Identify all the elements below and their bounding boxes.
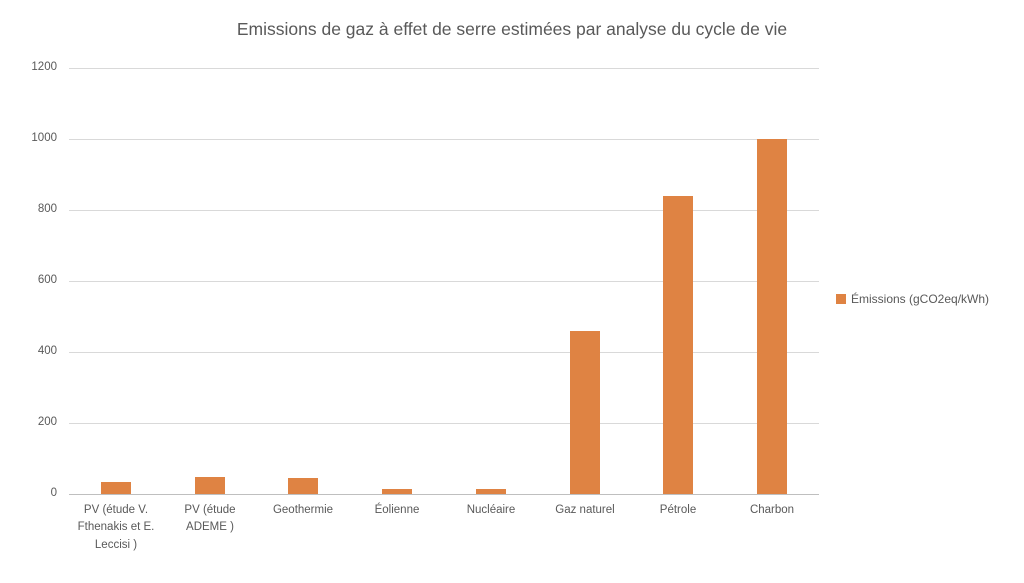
- bar: [663, 195, 693, 494]
- legend: Émissions (gCO2eq/kWh): [836, 292, 989, 306]
- x-axis-category-label: Charbon: [749, 504, 795, 516]
- y-axis-tick-label: 800: [37, 203, 57, 215]
- y-axis-tick-label: 0: [50, 487, 57, 499]
- y-axis-tick-label: 1000: [31, 132, 57, 144]
- bar: [101, 482, 131, 494]
- gridline: [69, 281, 819, 282]
- gridline: [69, 352, 819, 353]
- y-axis-tick-label: 1200: [31, 61, 57, 73]
- x-axis-category-label: Geothermie: [272, 504, 334, 516]
- y-axis-tick-label: 400: [37, 345, 57, 357]
- bar: [382, 488, 412, 494]
- bar: [476, 488, 506, 494]
- x-axis-category-label: Éolienne: [374, 504, 420, 516]
- gridline: [69, 423, 819, 424]
- bar: [570, 330, 600, 494]
- legend-color-swatch: [836, 294, 846, 304]
- x-axis-category-label: PV (étude ADEME ): [184, 504, 236, 534]
- gridline: [69, 210, 819, 211]
- x-axis-category-label: Pétrole: [659, 504, 697, 516]
- gridline: [69, 68, 819, 69]
- bar: [288, 478, 318, 494]
- x-axis-category-label: PV (étude V. Fthenakis et E. Leccisi ): [77, 504, 155, 551]
- bar: [195, 477, 225, 494]
- chart-title: Emissions de gaz à effet de serre estimé…: [236, 19, 788, 39]
- x-axis-category-label: Nucléaire: [466, 504, 516, 516]
- y-axis-tick-label: 600: [37, 274, 57, 286]
- gridline: [69, 139, 819, 140]
- legend-label: Émissions (gCO2eq/kWh): [851, 292, 990, 306]
- bar: [757, 139, 787, 494]
- y-axis-tick-label: 200: [37, 416, 57, 428]
- x-axis-category-label: Gaz naturel: [555, 504, 615, 516]
- x-axis-line: [69, 494, 819, 495]
